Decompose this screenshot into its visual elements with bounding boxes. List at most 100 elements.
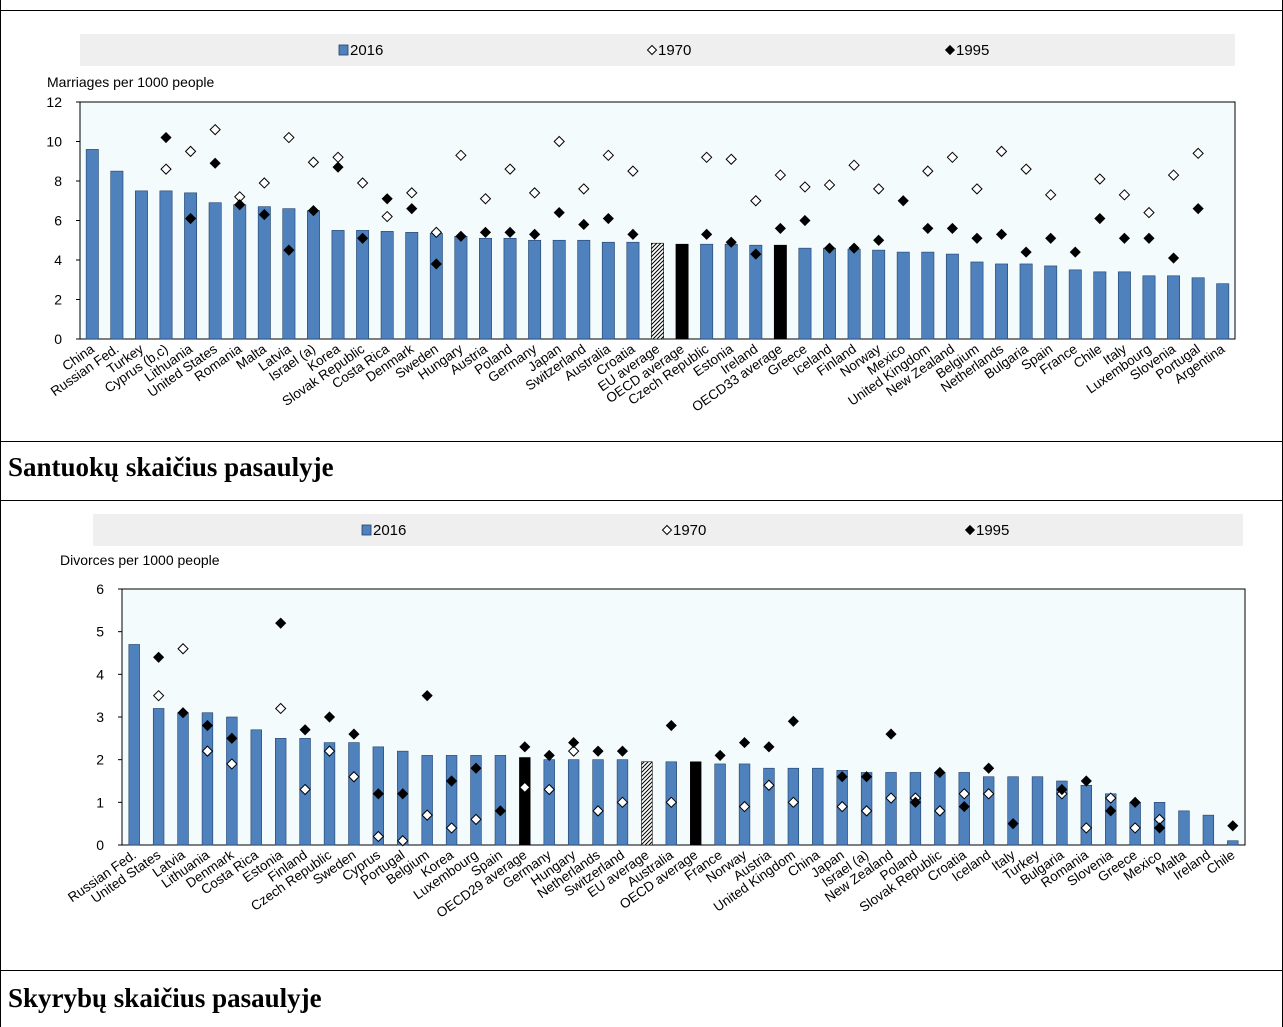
marker-1995-slovenia [1167, 252, 1180, 264]
legend-background [80, 34, 1235, 66]
bar-belgium [970, 261, 984, 340]
bar-poland [909, 772, 922, 846]
marker-1995-cyprus-b-c [160, 131, 172, 144]
marker-1995-austria [479, 226, 492, 238]
marker-1995-japan [553, 207, 565, 219]
bar-oecd-average [675, 243, 689, 340]
bar-spain [1044, 265, 1058, 340]
y-tick-label: 1 [96, 794, 104, 810]
marker-1995-poland [504, 226, 516, 238]
marker-1995-france [714, 749, 726, 761]
bar-poland [503, 237, 517, 340]
marker-1995-costa-rica [381, 193, 393, 205]
marker-1970-hungary [567, 745, 580, 757]
marker-1995-sweden [430, 258, 442, 270]
marker-1995-chile [1094, 212, 1106, 225]
marker-1970-croatia [627, 165, 639, 177]
bar-chile [1093, 271, 1107, 340]
bar-japan [552, 239, 566, 340]
bar-finland [847, 248, 861, 340]
y-tick-label: 6 [54, 213, 62, 229]
x-tick-label: Chile [1071, 341, 1105, 371]
y-tick-label: 4 [96, 666, 104, 682]
marker-1995-korea [332, 161, 344, 173]
marker-1970-norway [872, 183, 885, 195]
marker-1995-germany [543, 749, 555, 761]
marker-1970-costa-rica [381, 210, 393, 223]
marker-1970-cyprus-b-c [160, 163, 172, 175]
marker-1970-united-states [209, 123, 221, 136]
marker-1995-austria [763, 741, 775, 753]
marker-1970-switzerland [578, 183, 590, 195]
marker-1970-slovak-republic [934, 805, 946, 817]
bar-spain [494, 755, 507, 846]
marker-1995-greece [1129, 796, 1141, 808]
bar-luxembourg [1142, 275, 1156, 340]
marker-1995-croatia [958, 801, 970, 813]
bar-oecd29-average [519, 757, 531, 846]
bar-argentina [1216, 283, 1230, 340]
legend-label-1970: 1970 [673, 522, 706, 539]
marker-1995-hungary [568, 737, 580, 749]
marker-1995-bulgaria [1056, 783, 1068, 796]
marker-1970-lithuania [201, 745, 214, 757]
marker-1970-latvia [283, 131, 295, 144]
marker-1995-belgium [421, 690, 433, 702]
y-tick-label: 12 [46, 94, 62, 110]
bar-united-states [208, 202, 222, 340]
marker-1970-estonia [274, 702, 287, 715]
marker-1970-hungary [455, 149, 467, 162]
marker-1970-ireland [750, 195, 762, 207]
bar-portugal [1191, 277, 1205, 340]
bar-costa-rica [380, 231, 394, 340]
y-tick-label: 5 [96, 624, 104, 640]
marker-1970-sweden [430, 226, 443, 239]
marker-1995-sweden [348, 728, 360, 740]
bar-switzerland [577, 239, 591, 340]
marker-1995-spain [1045, 232, 1057, 244]
bar-italy [1007, 776, 1019, 846]
marker-1970-lithuania [184, 145, 197, 158]
marker-1970-new-zealand [946, 151, 959, 164]
y-tick-label: 2 [96, 752, 104, 768]
marker-1995-portugal [1192, 203, 1204, 215]
bar-bulgaria [1056, 780, 1068, 846]
marker-1970-united-states [152, 689, 165, 702]
marker-1970-czech-republic [700, 151, 713, 164]
marker-1970-oecd33-average [774, 169, 787, 181]
marker-1995-croatia [627, 228, 639, 240]
legend-marker-2016 [338, 44, 349, 56]
marker-1995-israel-a [307, 205, 320, 217]
bar-cyprus-b-c [159, 190, 173, 340]
bar-france [1068, 269, 1082, 340]
marker-1970-new-zealand [885, 792, 897, 804]
marker-1995-greece [799, 214, 811, 227]
legend-marker-1970 [646, 44, 658, 56]
bar-turkey [134, 190, 148, 340]
marker-1970-belgium [421, 809, 433, 821]
y-tick-label: 0 [54, 331, 62, 347]
legend-label-2016: 2016 [350, 42, 383, 59]
marker-1970-cyprus [372, 830, 385, 843]
bar-lithuania [184, 192, 198, 340]
bar-denmark [405, 232, 419, 340]
marker-1995-latvia [177, 707, 189, 719]
marker-1970-estonia [725, 153, 737, 165]
marker-1970-austria [763, 779, 775, 791]
marker-1970-belgium [971, 183, 983, 195]
marker-1995-lithuania [185, 212, 197, 225]
x-tick-label: Chile [1204, 847, 1238, 877]
marker-1970-finland [299, 783, 311, 796]
bar-greece [798, 247, 812, 340]
marker-1970-korea [445, 822, 458, 834]
divorces-caption: Skyrybų skaičius pasaulyje [8, 983, 322, 1013]
marker-1995-ireland [750, 248, 762, 260]
bar-australia [601, 241, 615, 340]
marker-1995-japan [836, 771, 848, 783]
table-border-mid-3 [0, 970, 1283, 971]
bar-slovenia [1167, 275, 1181, 340]
marker-1995-slovak-republic [934, 766, 946, 779]
marker-1995-israel-a [861, 771, 873, 783]
marker-1970-slovenia [1105, 792, 1117, 804]
marker-1995-italy [1007, 818, 1019, 830]
